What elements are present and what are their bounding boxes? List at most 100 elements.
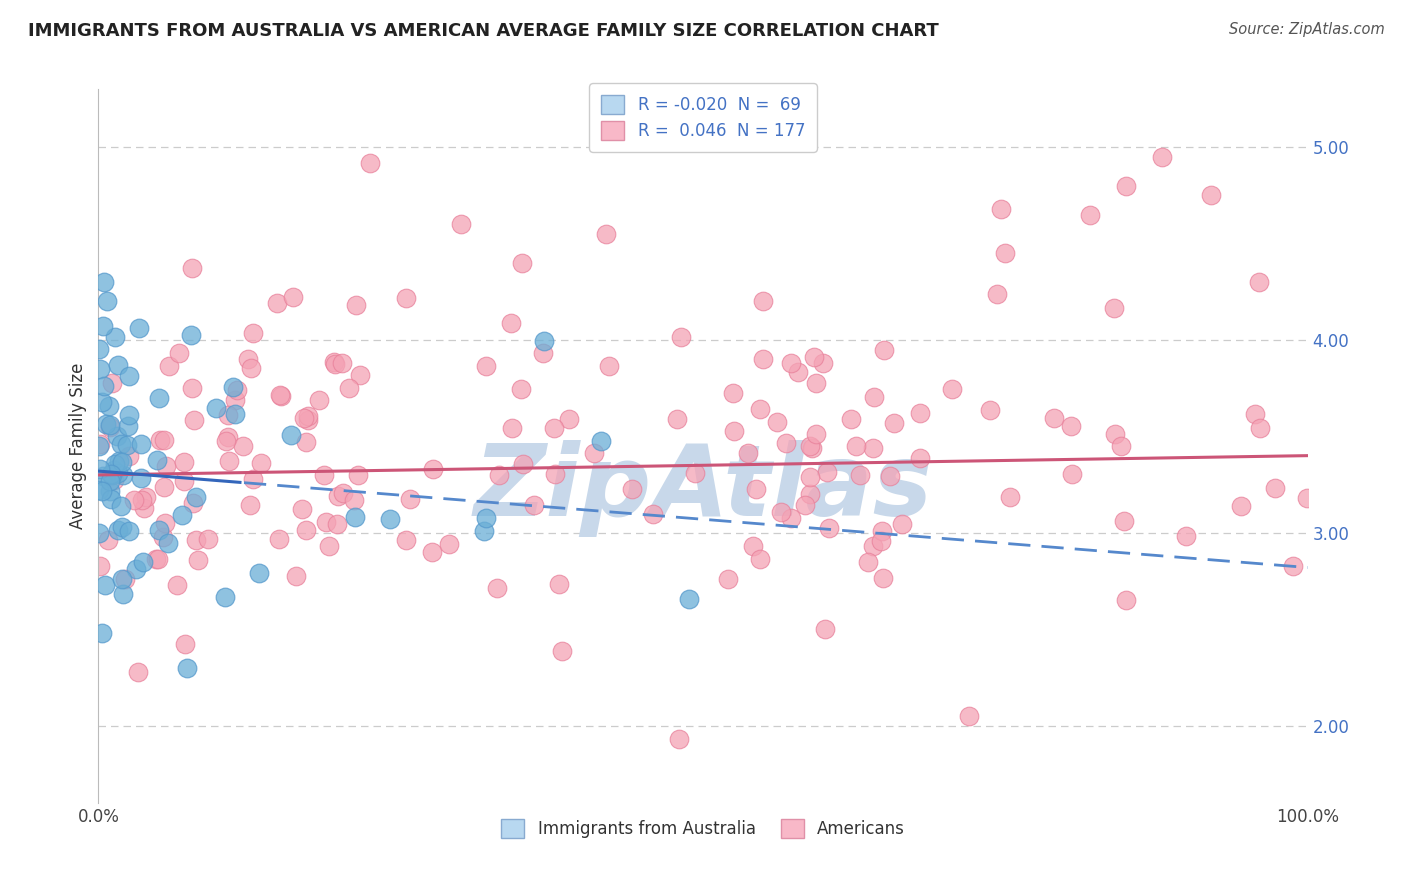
Point <box>817 465 839 479</box>
Point <box>1296 491 1319 506</box>
Point <box>132 555 155 569</box>
Point <box>249 456 271 470</box>
Point <box>510 382 533 396</box>
Point <box>1111 439 1133 453</box>
Point <box>232 439 254 453</box>
Point <box>98 419 121 434</box>
Point <box>173 455 195 469</box>
Point <box>148 391 170 405</box>
Point <box>173 474 195 488</box>
Point <box>326 517 349 532</box>
Point <box>89 362 111 376</box>
Point <box>242 326 264 341</box>
Point <box>543 421 565 435</box>
Point <box>870 534 893 549</box>
Point <box>98 483 121 498</box>
Point <box>849 468 872 483</box>
Point <box>1152 150 1174 164</box>
Point <box>347 467 370 482</box>
Point <box>420 545 443 559</box>
Point <box>111 572 134 586</box>
Point <box>547 577 569 591</box>
Point <box>98 417 121 432</box>
Point <box>748 402 770 417</box>
Point <box>112 467 135 482</box>
Point <box>291 501 314 516</box>
Point <box>94 417 117 431</box>
Point <box>349 368 371 382</box>
Point <box>1078 208 1101 222</box>
Point <box>1174 529 1197 543</box>
Point <box>308 392 330 407</box>
Point <box>488 468 510 483</box>
Point <box>856 555 879 569</box>
Point <box>813 355 835 369</box>
Point <box>180 327 202 342</box>
Point <box>1060 467 1083 482</box>
Point <box>475 511 498 525</box>
Point <box>1115 178 1137 193</box>
Point <box>666 412 689 426</box>
Point <box>186 490 208 504</box>
Point <box>1281 559 1303 574</box>
Point <box>129 436 152 450</box>
Point <box>97 533 120 548</box>
Point <box>157 535 180 549</box>
Point <box>297 409 319 423</box>
Point <box>155 459 177 474</box>
Point <box>769 505 792 519</box>
Point <box>1114 514 1136 528</box>
Point <box>582 446 605 460</box>
Point <box>91 483 114 498</box>
Point <box>108 453 131 467</box>
Point <box>314 467 336 482</box>
Point <box>180 260 202 275</box>
Point <box>344 298 367 312</box>
Point <box>118 449 141 463</box>
Point <box>187 553 209 567</box>
Point <box>745 482 768 496</box>
Text: ZipAtlas: ZipAtlas <box>474 441 932 537</box>
Point <box>197 532 219 546</box>
Point <box>107 466 129 480</box>
Point <box>668 732 690 747</box>
Point <box>183 413 205 427</box>
Point <box>110 436 132 450</box>
Point <box>1264 481 1286 495</box>
Point <box>799 439 821 453</box>
Point <box>870 524 893 539</box>
Point <box>598 359 620 373</box>
Point <box>1230 499 1253 513</box>
Point <box>170 508 193 522</box>
Point <box>591 434 613 448</box>
Point <box>285 569 308 583</box>
Point <box>149 434 172 448</box>
Point <box>173 637 195 651</box>
Point <box>908 406 931 420</box>
Point <box>122 493 145 508</box>
Point <box>723 386 745 401</box>
Point <box>323 358 346 372</box>
Point <box>97 399 120 413</box>
Point <box>236 352 259 367</box>
Point <box>270 389 292 403</box>
Point <box>117 524 139 538</box>
Point <box>101 468 124 483</box>
Point <box>765 415 787 429</box>
Point <box>204 401 226 416</box>
Point <box>104 330 127 344</box>
Point <box>128 320 150 334</box>
Point <box>127 665 149 679</box>
Point <box>775 436 797 450</box>
Point <box>181 382 204 396</box>
Point <box>439 536 461 550</box>
Point <box>337 381 360 395</box>
Point <box>87 343 110 357</box>
Point <box>280 427 302 442</box>
Point <box>98 474 121 488</box>
Point <box>595 227 617 241</box>
Point <box>499 316 522 330</box>
Point <box>93 275 115 289</box>
Point <box>1043 410 1066 425</box>
Point <box>986 287 1008 301</box>
